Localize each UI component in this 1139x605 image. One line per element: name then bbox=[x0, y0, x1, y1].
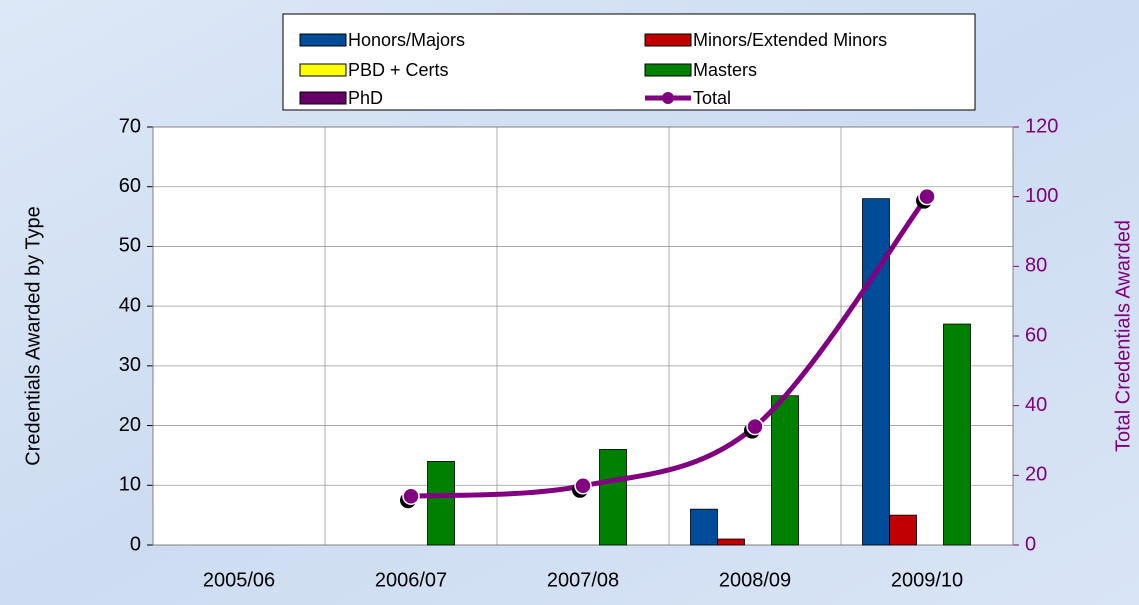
marker bbox=[918, 187, 936, 206]
y-tick-label: 50 bbox=[119, 235, 141, 257]
line bbox=[410, 195, 930, 499]
legend-label: Total bbox=[693, 88, 731, 108]
y-tick-label: 0 bbox=[130, 533, 141, 555]
legend-label: Honors/Majors bbox=[348, 30, 465, 50]
y2-tick-label: 100 bbox=[1025, 185, 1058, 207]
legend-swatch bbox=[299, 91, 347, 105]
y-tick-label: 30 bbox=[119, 354, 141, 376]
bar bbox=[690, 508, 718, 546]
marker bbox=[746, 417, 764, 436]
legend-label: PhD bbox=[348, 88, 383, 108]
legend-swatch bbox=[644, 63, 692, 77]
plot-border bbox=[152, 126, 1014, 546]
bar bbox=[427, 460, 455, 546]
y2-tick-label: 20 bbox=[1025, 464, 1047, 486]
bar bbox=[717, 538, 745, 546]
bar bbox=[771, 395, 799, 546]
y-tick-label: 20 bbox=[119, 414, 141, 436]
y-tick-label: 40 bbox=[119, 294, 141, 316]
legend-swatch bbox=[299, 33, 347, 47]
legend-box bbox=[282, 13, 976, 111]
y2-tick-label: 0 bbox=[1025, 533, 1036, 555]
legend-swatch bbox=[299, 63, 347, 77]
y-axis-title: Credentials Awarded by Type bbox=[22, 206, 44, 465]
x-tick-label: 2008/09 bbox=[719, 569, 791, 591]
y2-tick-label: 40 bbox=[1025, 394, 1047, 416]
y-tick-label: 70 bbox=[119, 115, 141, 137]
y-tick-label: 60 bbox=[119, 175, 141, 197]
bar bbox=[599, 449, 627, 546]
y2-tick-label: 120 bbox=[1025, 115, 1058, 137]
legend-swatch bbox=[644, 33, 692, 47]
y2-axis-title: Total Credentials Awarded bbox=[1112, 220, 1134, 452]
x-tick-label: 2006/07 bbox=[375, 569, 447, 591]
legend-label: Minors/Extended Minors bbox=[693, 30, 887, 50]
bar bbox=[862, 198, 890, 546]
marker bbox=[402, 487, 420, 505]
y-tick-label: 10 bbox=[119, 474, 141, 496]
bar bbox=[889, 514, 917, 546]
marker bbox=[574, 477, 592, 495]
legend: Honors/Majors Minors/Extended Minors PBD +… bbox=[299, 30, 887, 108]
x-tick-label: 2007/08 bbox=[547, 569, 619, 591]
legend-label: Masters bbox=[693, 60, 757, 80]
legend-marker bbox=[662, 92, 674, 104]
y2-tick-label: 60 bbox=[1025, 324, 1047, 346]
x-tick-label: 2005/06 bbox=[203, 569, 275, 591]
bar bbox=[943, 323, 971, 546]
x-tick-label: 2009/10 bbox=[891, 569, 963, 591]
legend-label: PBD + Certs bbox=[348, 60, 449, 80]
y2-tick-label: 80 bbox=[1025, 255, 1047, 277]
